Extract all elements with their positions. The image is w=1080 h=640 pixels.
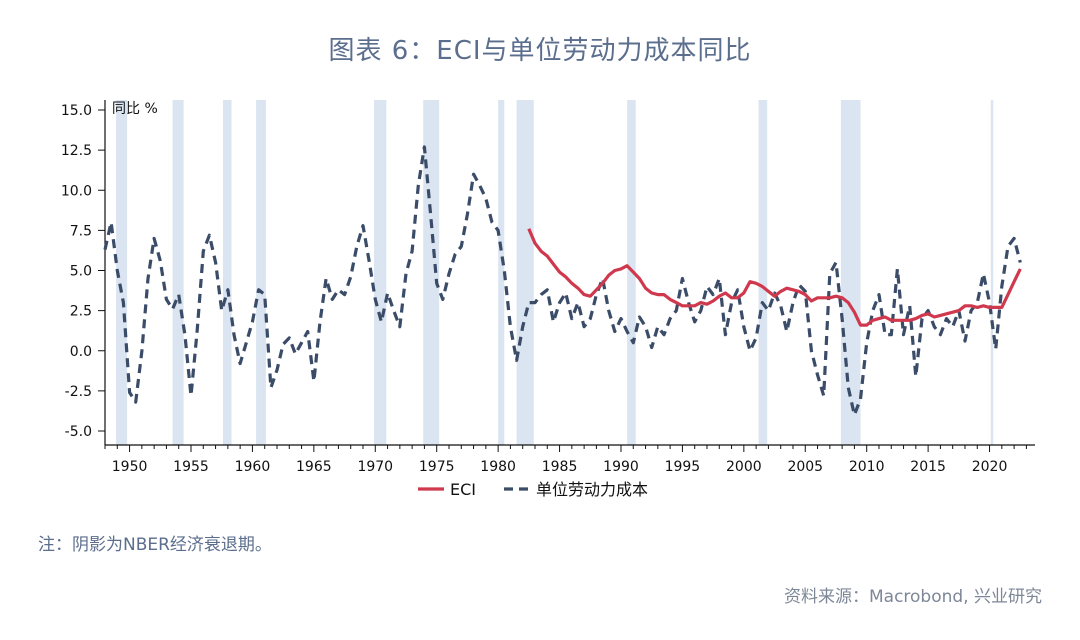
x-tick-label: 2010 — [849, 459, 885, 475]
recession-band — [498, 100, 505, 445]
recession-band — [423, 100, 440, 445]
series-lines — [103, 145, 1022, 417]
chart-note: 注：阴影为NBER经济衰退期。 — [38, 535, 272, 555]
x-tick-label: 1960 — [235, 459, 271, 475]
x-tick-label: 1995 — [665, 459, 701, 475]
legend: ECI 单位劳动力成本 — [418, 480, 648, 499]
y-tick-label: -2.5 — [65, 384, 92, 400]
recession-band — [172, 100, 184, 445]
series-line-eci — [527, 228, 1022, 327]
y-tick-label: 7.5 — [70, 223, 92, 239]
y-tick-label: 12.5 — [61, 143, 92, 159]
recession-band — [116, 100, 128, 445]
x-tick-label: 2020 — [972, 459, 1008, 475]
y-axis-unit-label: 同比 % — [112, 101, 158, 117]
chart-title: 图表 6：ECI与单位劳动力成本同比 — [328, 36, 752, 66]
x-tick-label: 2000 — [726, 459, 762, 475]
recession-band — [990, 100, 994, 445]
series-line-ulc — [103, 145, 1022, 417]
y-tick-label: 15.0 — [61, 103, 92, 119]
x-tick-label: 1965 — [296, 459, 332, 475]
x-tick-label: 1955 — [173, 459, 209, 475]
recession-band — [516, 100, 534, 445]
y-tick-label: 2.5 — [70, 304, 92, 320]
x-ticks: 1950 1955 1960 1965 1970 1975 1980 1985 1990 1995… — [104, 445, 1027, 475]
legend-label: ECI — [450, 480, 476, 499]
recession-band — [256, 100, 266, 445]
y-tick-label: -5.0 — [65, 424, 92, 440]
x-tick-label: 1990 — [603, 459, 639, 475]
x-tick-label: 1950 — [112, 459, 148, 475]
x-tick-label: 1980 — [480, 459, 516, 475]
x-tick-label: 2015 — [910, 459, 946, 475]
legend-label: 单位劳动力成本 — [536, 480, 648, 499]
recession-shading — [116, 100, 994, 445]
y-tick-label: 0.0 — [70, 344, 92, 360]
y-tick-label: 5.0 — [70, 264, 92, 280]
recession-band — [627, 100, 636, 445]
y-ticks: 15.0 12.5 10.0 7.5 5.0 2.5 0.0 -2.5 -5.0 — [61, 103, 105, 440]
x-tick-label: 2005 — [787, 459, 823, 475]
x-tick-label: 1975 — [419, 459, 455, 475]
source-credit: 资料来源：Macrobond, 兴业研究 — [783, 587, 1042, 607]
axes — [104, 100, 1035, 446]
recession-band — [374, 100, 387, 445]
recession-band — [758, 100, 768, 445]
x-tick-label: 1985 — [542, 459, 578, 475]
recession-band — [222, 100, 232, 445]
y-tick-label: 10.0 — [61, 183, 92, 199]
x-tick-label: 1970 — [357, 459, 393, 475]
